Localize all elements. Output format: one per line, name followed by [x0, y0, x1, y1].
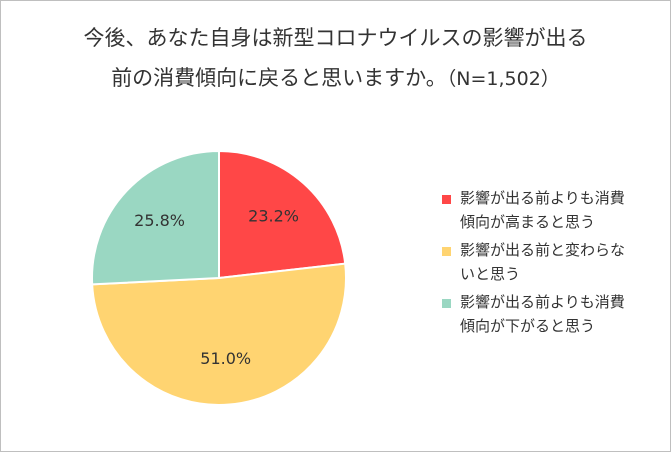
data-label-decrease: 25.8%: [134, 211, 185, 230]
chart-title-question: 前の消費傾向に戻ると思いますか。: [111, 66, 447, 90]
legend-swatch-increase: [442, 195, 451, 204]
sample-size: （N=1,502）: [446, 68, 560, 90]
legend: 影響が出る前よりも消費 傾向が高まると思う 影響が出る前と変わらな いと思う 影…: [440, 186, 670, 342]
pie-slice-decrease: [91, 149, 220, 286]
pie-slice-increase: [218, 149, 347, 280]
legend-item-unchanged: 影響が出る前と変わらな いと思う: [440, 238, 670, 286]
chart-title: 今後、あなた自身は新型コロナウイルスの影響が出る 前の消費傾向に戻ると思いますか…: [0, 18, 671, 99]
legend-label-decrease: 影響が出る前よりも消費 傾向が下がると思う: [460, 293, 625, 335]
legend-swatch-decrease: [442, 299, 451, 308]
chart-title-line1: 今後、あなた自身は新型コロナウイルスの影響が出る: [83, 26, 588, 50]
legend-item-increase: 影響が出る前よりも消費 傾向が高まると思う: [440, 186, 670, 234]
legend-label-unchanged: 影響が出る前と変わらな いと思う: [460, 241, 626, 283]
data-label-increase: 23.2%: [248, 206, 299, 225]
legend-item-decrease: 影響が出る前よりも消費 傾向が下がると思う: [440, 290, 670, 338]
legend-label-increase: 影響が出る前よりも消費 傾向が高まると思う: [460, 189, 625, 231]
pie-slice-unchanged: [91, 262, 347, 406]
legend-swatch-unchanged: [442, 247, 451, 256]
chart-title-line2: 前の消費傾向に戻ると思いますか。（N=1,502）: [0, 58, 671, 99]
data-label-unchanged: 51.0%: [200, 349, 251, 368]
